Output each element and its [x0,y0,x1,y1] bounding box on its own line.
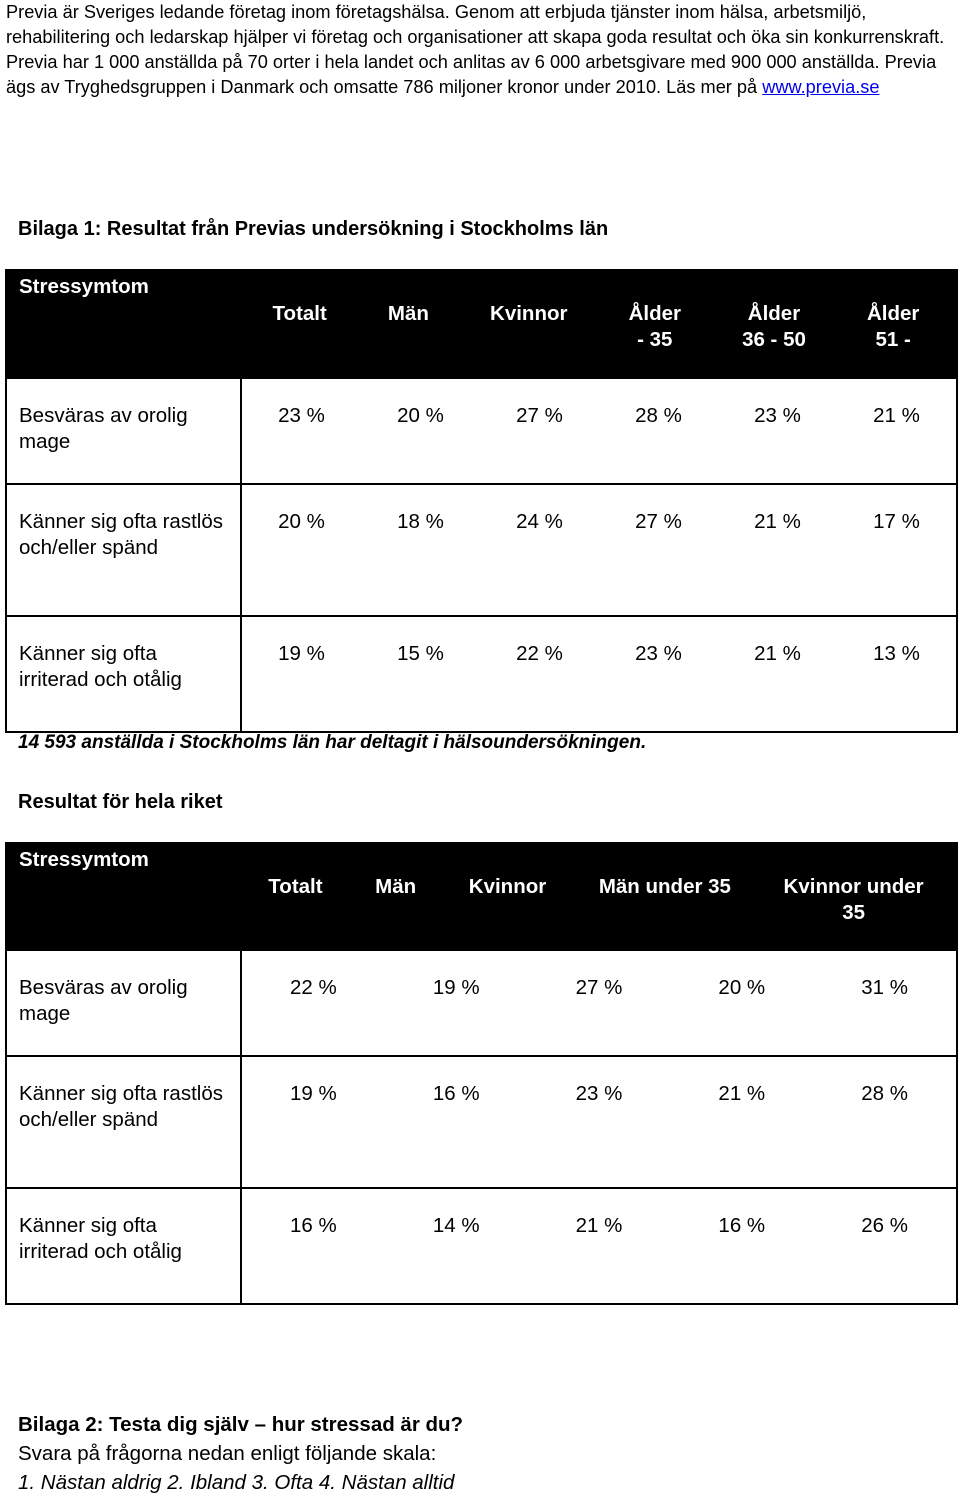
bilaga2-section: Bilaga 2: Testa dig själv – hur stressad… [18,1410,463,1497]
header-values: Totalt Män Kvinnor Män under 35 Kvinnor unde… [240,842,958,951]
value-cell: 19 % [290,1082,337,1105]
value-cell: 28 % [861,1082,908,1105]
row-label: Känner sig ofta rastlös och/eller spänd [5,1055,242,1189]
value-cell: 26 % [861,1214,908,1237]
row-label: Känner sig ofta irriterad och otålig [5,615,242,733]
stockholm-results-table: Stressymtom Totalt Män Kvinnor Ålder - 35 Åld… [5,269,958,733]
row-label: Känner sig ofta rastlös och/eller spänd [5,483,242,617]
column-header: Män [375,875,417,898]
value-cell: 16 % [432,1082,480,1105]
value-cell: 20 % [397,404,444,427]
value-cell: 21 % [754,642,801,665]
value-cell: 16 % [718,1214,766,1237]
bilaga1-title: Bilaga 1: Resultat från Previas undersök… [18,218,609,240]
column-header: Ålder - 35 [628,302,681,351]
table-row: Besväras av orolig mage 23 % 20 % 27 % 28 % 2… [5,377,958,485]
table-row: Besväras av orolig mage 22 % 19 % 27 % 20 % 3… [5,949,958,1057]
column-header: Män [387,302,429,325]
value-cell: 23 % [278,404,325,427]
value-cell: 16 % [290,1214,337,1237]
row-label: Besväras av orolig mage [5,949,242,1057]
column-header: Kvinnor [468,875,547,898]
table-row: Känner sig ofta irriterad och otålig 19 %… [5,615,958,733]
value-cell: 31 % [861,976,908,999]
value-cell: 22 % [290,976,337,999]
intro-paragraph: Previa är Sveriges ledande företag inom … [6,0,951,100]
row-values: 22 % 19 % 27 % 20 % 31 % [240,949,958,1057]
column-header: Totalt [268,875,323,898]
bilaga2-title: Bilaga 2: Testa dig själv – hur stressad… [18,1413,464,1436]
value-cell: 20 % [278,510,325,533]
value-cell: 27 % [575,976,623,999]
row-values: 20 % 18 % 24 % 27 % 21 % 17 % [240,483,958,617]
value-cell: 23 % [575,1082,623,1105]
column-header: Ålder 51 - [866,302,920,351]
row-label: Känner sig ofta irriterad och otålig [5,1187,242,1305]
value-cell: 27 % [516,404,563,427]
row-values: 19 % 16 % 23 % 21 % 28 % [240,1055,958,1189]
row-values: 23 % 20 % 27 % 28 % 23 % 21 % [240,377,958,485]
value-cell: 17 % [873,510,920,533]
table-row: Känner sig ofta rastlös och/eller spänd 1… [5,1055,958,1189]
label-column-header: Stressymtom [5,842,242,951]
row-label: Besväras av orolig mage [5,377,242,485]
value-cell: 18 % [397,510,444,533]
bilaga2-scale: 1. Nästan aldrig 2. Ibland 3. Ofta 4. Nä… [18,1471,455,1494]
column-header: Män under 35 [598,875,731,898]
value-cell: 19 % [432,976,480,999]
bilaga2-instruction: Svara på frågorna nedan enligt följande … [18,1442,437,1465]
participants-note: 14 593 anställda i Stockholms län har de… [18,732,647,753]
table-row: Känner sig ofta rastlös och/eller spänd 2… [5,483,958,617]
value-cell: 21 % [718,1082,766,1105]
intro-text: Previa är Sveriges ledande företag inom … [6,2,945,97]
value-cell: 24 % [516,510,563,533]
value-cell: 19 % [278,642,325,665]
column-header: Kvinnor [490,302,568,325]
value-cell: 28 % [635,404,682,427]
row-values: 16 % 14 % 21 % 16 % 26 % [240,1187,958,1305]
column-header: Kvinnor under 35 [783,875,924,924]
value-cell: 23 % [635,642,682,665]
column-header: Ålder 36 - 50 [742,302,806,351]
label-column-header: Stressymtom [5,269,242,379]
value-cell: 15 % [397,642,444,665]
previa-link[interactable]: www.previa.se [762,77,880,97]
column-header: Totalt [272,302,327,325]
national-results-table: Stressymtom Totalt Män Kvinnor Män under 35… [5,842,958,1305]
value-cell: 23 % [754,404,801,427]
value-cell: 13 % [873,642,920,665]
table-row: Känner sig ofta irriterad och otålig 16 %… [5,1187,958,1305]
value-cell: 22 % [516,642,563,665]
value-cell: 20 % [718,976,766,999]
row-values: 19 % 15 % 22 % 23 % 21 % 13 % [240,615,958,733]
value-cell: 14 % [432,1214,480,1237]
riket-title: Resultat för hela riket [18,791,223,813]
value-cell: 21 % [575,1214,623,1237]
value-cell: 21 % [873,404,920,427]
value-cell: 27 % [635,510,682,533]
header-values: Totalt Män Kvinnor Ålder - 35 Ålder 36 - 50 Åld… [240,269,958,379]
value-cell: 21 % [754,510,801,533]
